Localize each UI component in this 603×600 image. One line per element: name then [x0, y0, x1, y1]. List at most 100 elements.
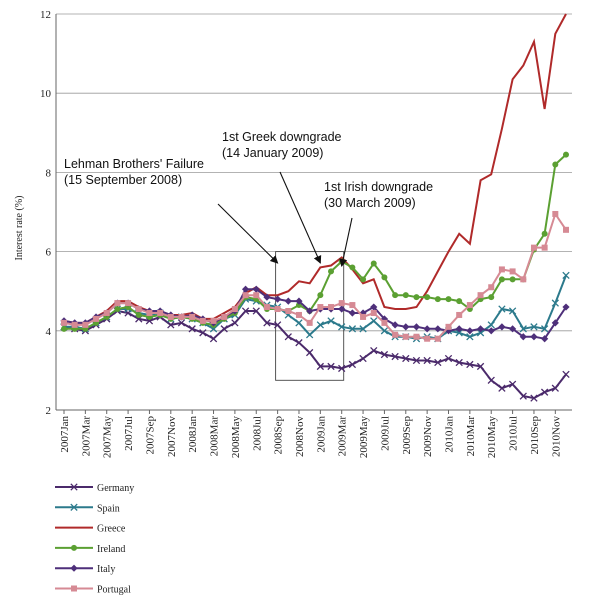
point-germany-2008Feb — [199, 329, 207, 337]
legend-marker-spain — [70, 503, 78, 511]
point-ireland-2009Jul — [381, 274, 388, 281]
point-germany-2007Nov — [167, 321, 175, 329]
point-portugal-2008Oct — [285, 308, 292, 314]
point-italy-2008Jun — [241, 285, 250, 293]
point-spain-2009Jul — [380, 327, 389, 335]
point-portugal-2007Feb — [71, 321, 78, 328]
point-portugal-2009May — [360, 313, 367, 320]
point-portugal-2008Sep — [274, 306, 281, 313]
legend-item-portugal: Portugal — [55, 585, 131, 596]
y-tick-labels: 2 4 6 8 10 12 — [40, 9, 52, 417]
point-portugal-2010Jun — [498, 266, 505, 273]
annotation-lehman-line-1: Lehman Brothers' Failure — [64, 157, 204, 171]
series-portugal — [61, 210, 569, 342]
point-portugal-2009Jan — [317, 304, 324, 311]
point-ireland-2009Apr — [349, 264, 356, 271]
point-portugal-2010Jan — [445, 323, 452, 330]
x-tick-label-2007Jul: 2007Jul — [123, 416, 135, 451]
x-tick-labels: 2007Jan 2007Mar 2007May 2007Jul 2007Sep 2007N… — [59, 410, 562, 458]
annotations: Lehman Brothers' Failure (15 September 20… — [64, 130, 433, 267]
point-italy-2010Dec — [562, 303, 570, 311]
point-germany-2009Nov — [423, 356, 431, 365]
x-tick-label-2008Jul: 2008Jul — [251, 416, 263, 451]
legend-label-italy: Italy — [97, 564, 115, 575]
annotation-greek: 1st Greek downgrade (14 January 2009) — [222, 130, 342, 264]
point-spain-2010Jun — [498, 305, 506, 313]
annotation-irish-line-1: 1st Irish downgrade — [324, 180, 433, 194]
point-germany-2009Oct — [412, 356, 421, 365]
point-spain-2009Feb — [327, 317, 335, 325]
point-germany-2009Mar — [338, 364, 346, 373]
point-portugal-2009Feb — [328, 304, 335, 311]
point-portugal-2007Jun — [114, 300, 121, 307]
point-portugal-2010Feb — [456, 311, 463, 318]
x-tick-label-2007Nov: 2007Nov — [166, 416, 178, 457]
highlight-box — [275, 251, 345, 381]
y-tick-label-12: 12 — [40, 9, 51, 21]
point-ireland-2010Dec — [563, 151, 569, 158]
x-tick-label-2010Jan: 2010Jan — [444, 416, 456, 453]
annotation-lehman-line-2: (15 September 2008) — [64, 173, 182, 187]
point-germany-2010Mar — [466, 360, 474, 369]
point-ireland-2009Nov — [424, 294, 431, 301]
point-germany-2010Jun — [498, 384, 506, 392]
point-spain-2008Dec — [306, 331, 314, 339]
point-germany-2010Sep — [530, 394, 538, 402]
x-tick-label-2009Jul: 2009Jul — [379, 416, 391, 451]
point-portugal-2008Nov — [295, 311, 302, 318]
series-lines — [60, 13, 570, 402]
point-germany-2010Jan — [444, 354, 453, 363]
point-ireland-2009Jun — [370, 260, 377, 267]
point-portugal-2008Jan — [189, 313, 196, 320]
point-ireland-2007Aug — [135, 311, 142, 318]
point-portugal-2008Jun — [242, 292, 249, 299]
point-portugal-2007Nov — [167, 313, 174, 320]
point-italy-2010Feb — [455, 325, 463, 333]
point-italy-2010Jun — [498, 323, 506, 331]
x-tick-label-2010May: 2010May — [486, 416, 498, 459]
point-ireland-2009Oct — [413, 294, 420, 301]
legend-label-portugal: Portugal — [97, 585, 131, 596]
x-tick-label-2008Sep: 2008Sep — [273, 416, 285, 455]
point-spain-2010Aug — [519, 325, 527, 333]
highlight-rectangle — [275, 251, 345, 381]
point-portugal-2007May — [103, 309, 110, 316]
legend-label-germany: Germany — [97, 483, 134, 494]
legend-item-spain: Spain — [55, 503, 120, 514]
point-spain-2009Jan — [316, 321, 324, 329]
legend-marker-germany — [70, 483, 78, 491]
point-ireland-2010Oct — [541, 230, 548, 237]
annotation-greek-arrow — [279, 171, 322, 264]
point-germany-2008Oct — [284, 333, 292, 341]
x-tick-label-2008Nov: 2008Nov — [294, 416, 306, 457]
x-tick-label-2009Mar: 2009Mar — [337, 416, 349, 457]
point-italy-2009Apr — [348, 309, 356, 317]
point-portugal-2010Dec — [563, 226, 569, 233]
point-portugal-2009Jul — [381, 319, 388, 326]
point-portugal-2007Oct — [157, 309, 164, 316]
point-germany-2008Jul — [252, 307, 260, 315]
y-tick-label-6: 6 — [46, 247, 52, 259]
x-tick-label-2008Jan: 2008Jan — [187, 416, 199, 453]
point-germany-2009Feb — [327, 362, 335, 371]
point-germany-2010Oct — [540, 388, 549, 396]
point-italy-2010Nov — [551, 319, 559, 327]
point-portugal-2010May — [488, 284, 495, 291]
point-portugal-2007Mar — [82, 321, 89, 328]
legend-item-ireland: Ireland — [55, 544, 125, 555]
point-portugal-2008May — [231, 306, 238, 313]
point-italy-2010Oct — [541, 335, 549, 343]
y-tick-label-2: 2 — [46, 405, 52, 417]
y-tick-label-10: 10 — [40, 88, 52, 100]
x-tick-label-2008May: 2008May — [230, 416, 242, 459]
legend-label-ireland: Ireland — [97, 544, 125, 555]
y-tick-label-4: 4 — [46, 326, 52, 338]
point-portugal-2010Mar — [466, 302, 473, 309]
point-italy-2008Dec — [306, 307, 314, 315]
point-spain-2010Nov — [551, 299, 559, 307]
point-germany-2008Mar — [209, 335, 218, 343]
x-tick-label-2007Jan: 2007Jan — [59, 416, 71, 453]
point-italy-2010Jul — [508, 325, 517, 333]
point-ireland-2009Dec — [434, 296, 441, 303]
point-germany-2009May — [359, 354, 367, 363]
